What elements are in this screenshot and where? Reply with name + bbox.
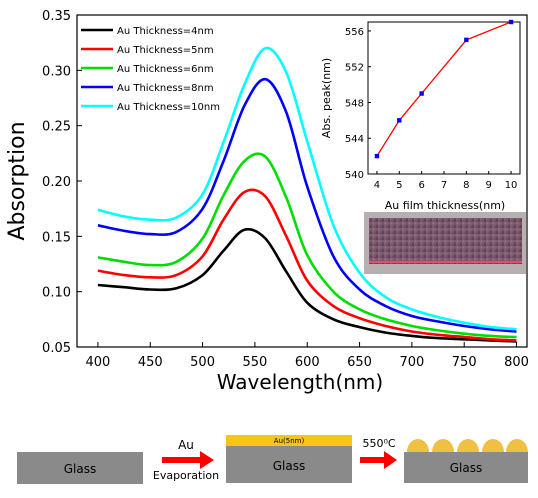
gold-film — [226, 435, 352, 446]
inset-y-tick-label: 540 — [345, 170, 364, 181]
annealing-arrow — [360, 451, 397, 469]
inset-x-tick-label: 6 — [418, 180, 424, 191]
gold-nanoparticle-4 — [506, 439, 528, 452]
inset-y-axis-title: Abs. peak(nm) — [320, 58, 333, 138]
gold-nanoparticle-1 — [432, 439, 454, 452]
inset-x-tick-label: 9 — [486, 180, 492, 191]
process-schematic: Glass Au Evaporation Au(5nm) Glass 550⁰C… — [17, 435, 528, 484]
sample-photo — [364, 212, 526, 274]
main-x-tick-label: 550 — [242, 355, 267, 370]
main-chart: 400 450 500 550 600 650 700 750 800 0.05 0.10 0.15… — [5, 9, 529, 394]
main-y-tick-label: 0.20 — [42, 175, 71, 190]
main-x-axis-title: Wavelength(nm) — [217, 370, 383, 394]
main-y-tick-label: 0.15 — [42, 230, 71, 245]
evaporation-label: Evaporation — [153, 469, 219, 482]
inset-data-point — [397, 118, 402, 123]
inset-x-ticks: 4 5 6 7 8 9 10 — [374, 171, 518, 191]
inset-y-ticks: 540 544 548 552 556 — [345, 27, 371, 181]
gold-nanoparticle-0 — [407, 439, 429, 452]
glass-substrate-1 — [17, 452, 143, 484]
main-y-tick-label: 0.25 — [42, 120, 71, 135]
main-y-tick-label: 0.05 — [42, 341, 71, 356]
inset-y-tick-label: 552 — [345, 63, 364, 74]
main-y-tick-label: 0.30 — [42, 64, 71, 79]
inset-series-group — [374, 19, 514, 159]
glass-substrate-3 — [404, 452, 528, 483]
inset-y-tick-label: 556 — [345, 27, 364, 38]
inset-x-tick-label: 4 — [374, 180, 380, 191]
main-x-tick-label: 700 — [399, 355, 424, 370]
inset-chart: 4 5 6 7 8 9 10 540 544 548 552 556 Au film thickne… — [320, 19, 524, 212]
inset-background — [364, 19, 524, 177]
main-y-tick-label: 0.35 — [42, 9, 71, 24]
gold-nanoparticles — [407, 439, 528, 459]
inset-x-tick-label: 10 — [505, 180, 518, 191]
main-x-tick-label: 600 — [295, 355, 320, 370]
inset-x-tick-label: 5 — [396, 180, 402, 191]
main-y-axis-title: Absorption — [5, 121, 30, 240]
inset-data-point — [419, 91, 424, 96]
legend-label-3: Au Thickness=8nm — [117, 83, 214, 94]
main-x-tick-label: 800 — [504, 355, 529, 370]
glass-label-2: Glass — [273, 459, 306, 473]
inset-x-tick-label: 7 — [441, 180, 447, 191]
main-y-ticks: 0.05 0.10 0.15 0.20 0.25 0.30 0.35 — [42, 9, 82, 356]
au-label: Au — [178, 438, 194, 452]
main-x-tick-label: 400 — [86, 355, 111, 370]
gold-film-label: Au(5nm) — [274, 437, 305, 445]
glass-label-1: Glass — [64, 462, 97, 476]
main-x-tick-label: 650 — [347, 355, 372, 370]
legend-label-1: Au Thickness=5nm — [117, 45, 214, 56]
main-x-tick-label: 450 — [138, 355, 163, 370]
inset-data-point — [374, 153, 380, 159]
inset-y-tick-label: 548 — [345, 98, 364, 109]
legend-label-4: Au Thickness=10nm — [117, 102, 220, 113]
inset-data-point — [464, 37, 469, 43]
series-line-3 — [97, 77, 517, 333]
series-line-2 — [97, 152, 517, 339]
series-line-0 — [97, 227, 517, 343]
glass-slide — [369, 218, 522, 264]
series-line-4 — [97, 46, 517, 331]
main-series-group — [97, 46, 517, 343]
inset-data-point — [508, 19, 514, 25]
glass-label-3: Glass — [450, 461, 483, 475]
gold-nanoparticle-3 — [482, 439, 504, 452]
legend-label-0: Au Thickness=4nm — [117, 26, 214, 37]
main-x-ticks: 400 450 500 550 600 650 700 750 800 — [86, 342, 529, 370]
temperature-label: 550⁰C — [362, 437, 395, 450]
main-x-tick-label: 500 — [190, 355, 215, 370]
evaporation-arrow — [162, 451, 214, 469]
inset-y-tick-label: 544 — [345, 134, 364, 145]
inset-x-axis-title: Au film thickness(nm) — [385, 199, 505, 212]
main-legend: Au Thickness=4nm Au Thickness=5nm Au Thick… — [81, 26, 220, 113]
gold-nanoparticle-2 — [457, 439, 479, 452]
inset-x-tick-label: 8 — [463, 180, 469, 191]
series-line-1 — [97, 188, 517, 342]
main-y-tick-label: 0.10 — [42, 286, 71, 301]
glass-substrate-2 — [226, 446, 352, 483]
legend-label-2: Au Thickness=6nm — [117, 64, 214, 75]
main-x-tick-label: 750 — [452, 355, 477, 370]
